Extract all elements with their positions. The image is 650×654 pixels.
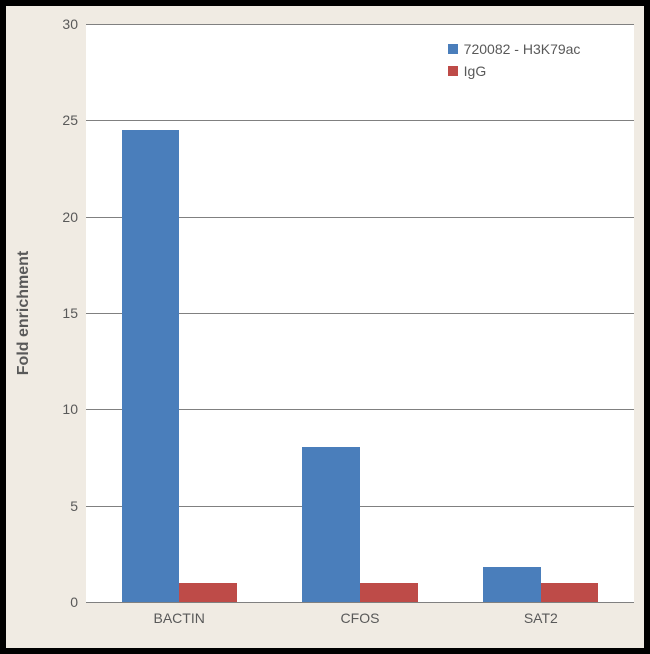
bar bbox=[302, 447, 360, 602]
y-tick-label: 25 bbox=[62, 112, 86, 128]
bar bbox=[122, 130, 180, 602]
legend-swatch bbox=[448, 44, 458, 54]
legend-item: 720082 - H3K79ac bbox=[448, 41, 581, 57]
bar bbox=[541, 583, 599, 602]
y-tick-label: 5 bbox=[70, 498, 86, 514]
gridline bbox=[86, 24, 634, 25]
y-tick-label: 20 bbox=[62, 209, 86, 225]
gridline bbox=[86, 120, 634, 121]
plot-area: 051015202530BACTINCFOSSAT2 bbox=[86, 24, 634, 602]
y-tick-label: 15 bbox=[62, 305, 86, 321]
y-tick-label: 10 bbox=[62, 401, 86, 417]
legend-label: 720082 - H3K79ac bbox=[464, 41, 581, 57]
bar bbox=[360, 583, 418, 602]
bar bbox=[483, 567, 541, 602]
legend: 720082 - H3K79ac IgG bbox=[448, 41, 581, 85]
y-tick-label: 30 bbox=[62, 16, 86, 32]
legend-item: IgG bbox=[448, 63, 581, 79]
y-tick-label: 0 bbox=[70, 594, 86, 610]
legend-swatch bbox=[448, 66, 458, 76]
legend-label: IgG bbox=[464, 63, 487, 79]
x-tick-label: CFOS bbox=[341, 602, 380, 626]
x-tick-label: SAT2 bbox=[524, 602, 558, 626]
bar bbox=[179, 583, 237, 602]
chart-frame: 051015202530BACTINCFOSSAT2 Fold enrichme… bbox=[0, 0, 650, 654]
x-tick-label: BACTIN bbox=[153, 602, 204, 626]
y-axis-title: Fold enrichment bbox=[15, 251, 33, 375]
